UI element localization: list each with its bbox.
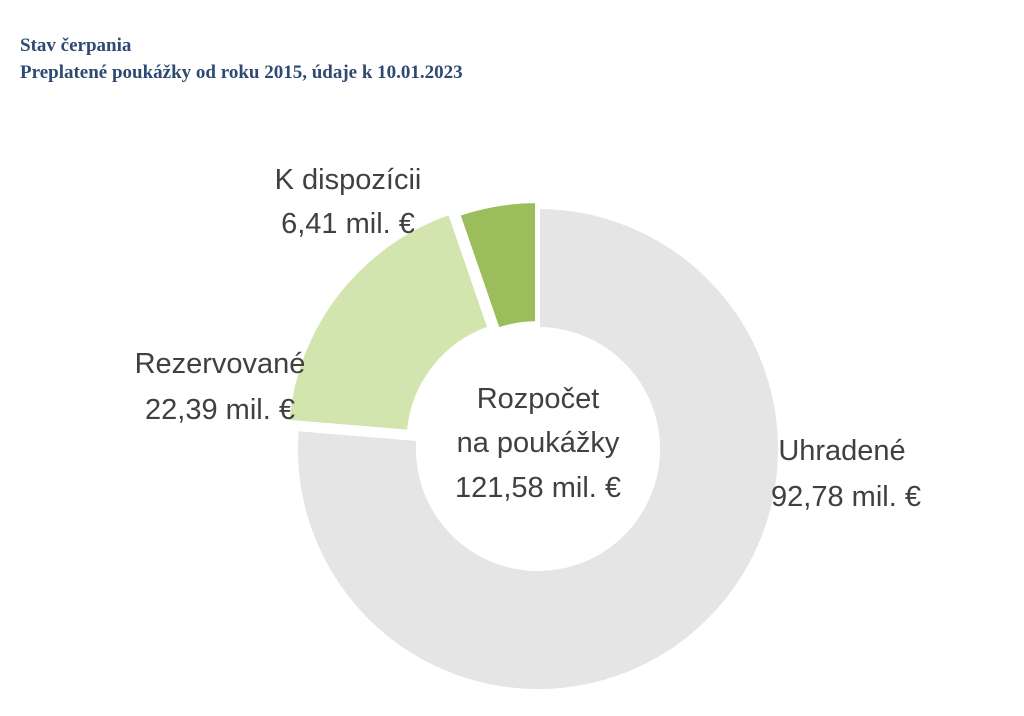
chart-subtitle: Preplatené poukážky od roku 2015, údaje …	[20, 62, 463, 83]
chart-title-block: Stav čerpania Preplatené poukážky od rok…	[20, 32, 463, 86]
slice-label-k-dispozicii-value: 6,41 mil. €	[281, 208, 415, 240]
slice-label-rezervovane-name: Rezervované	[135, 348, 306, 380]
slice-rezervovane	[285, 210, 493, 434]
slice-label-uhradene-name: Uhradené	[778, 435, 905, 467]
center-label-line2: na poukážky	[457, 427, 620, 459]
center-label-line1: Rozpočet	[477, 383, 600, 415]
chart-title: Stav čerpania	[20, 35, 132, 56]
slice-k-dispozicii	[455, 199, 540, 333]
slice-label-k-dispozicii-name: K dispozícii	[275, 164, 422, 196]
slice-label-uhradene-value: 92,78 mil. €	[771, 481, 921, 513]
center-label: Rozpočet na poukážky 121,58 mil. €	[455, 383, 621, 504]
slice-label-rezervovane-value: 22,39 mil. €	[145, 394, 295, 426]
slice-uhradene	[294, 204, 782, 693]
donut-slices	[285, 199, 782, 693]
slice-labels: K dispozícii 6,41 mil. € Rezervované 22,…	[135, 164, 921, 513]
center-label-line3: 121,58 mil. €	[455, 472, 621, 504]
